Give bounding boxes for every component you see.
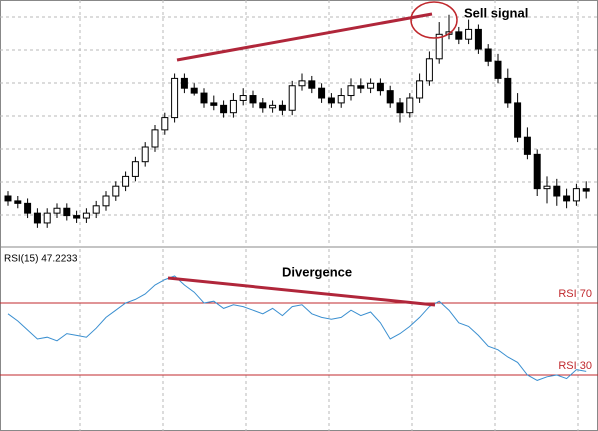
candle-body [14,200,22,204]
candle-body [523,136,531,155]
level-label: RSI 70 [558,288,592,300]
candle-body [563,195,571,202]
candle-body [53,207,61,214]
candle-body [200,92,208,104]
candle-body [357,85,365,89]
candle-body [278,104,286,111]
candle-body [455,31,463,40]
candle-body [171,77,179,119]
candle-body [229,99,237,114]
candle-body [327,97,335,104]
candle-body [376,82,384,92]
candle-body [141,146,149,163]
candle-body [24,202,32,214]
candle-body [43,212,51,224]
candle-body [4,195,12,202]
candle-body [347,85,355,97]
candle-body [484,48,492,62]
candle-body [504,77,512,104]
candle-body [337,95,345,104]
candle-body [582,188,590,192]
candle-body [161,117,169,131]
candle-body [396,102,404,114]
annotation: Sell signal [464,5,528,20]
candle-body [259,102,267,109]
candle-body [73,215,81,219]
candle-body [288,85,296,111]
candle-body [180,77,188,89]
candle-body [190,87,198,94]
candle-body [435,33,443,60]
candle-body [33,212,41,224]
candle-body [210,102,218,106]
candle-body [494,60,502,79]
rsi-line [7,275,587,381]
candle-body [63,207,71,217]
candle-body [318,87,326,99]
divergence-line [167,276,436,307]
panel-title: RSI(15) 47.2233 [4,254,78,265]
candle-body [82,212,90,219]
candle-body [112,185,120,197]
candle-body [386,90,394,104]
candle-body [416,80,424,99]
candle-body [269,104,277,109]
candle-body [92,205,100,214]
candle-body [151,129,159,148]
candle-body [406,97,414,114]
level-label: RSI 30 [558,360,592,372]
candle-body [131,161,139,177]
candle-body [249,95,257,104]
candle-body [102,195,110,207]
candles [4,14,590,228]
candle-body [239,95,247,101]
signal-circle [410,1,458,39]
candle-body [465,28,473,40]
candle-body [367,82,375,89]
rsi-panel: RSI 70 RSI 30 [0,275,598,381]
candle-body [122,175,130,187]
trend-line [176,12,433,62]
annotation: Divergence [282,264,352,279]
candle-body [308,80,316,89]
candle-body [514,102,522,138]
candle-body [220,104,228,114]
candle-body [572,188,580,202]
candle-body [553,185,561,197]
candle-body [543,185,551,190]
candle-body [474,28,482,50]
candle-body [533,153,541,190]
candle-body [425,58,433,82]
candle-body [298,80,306,87]
